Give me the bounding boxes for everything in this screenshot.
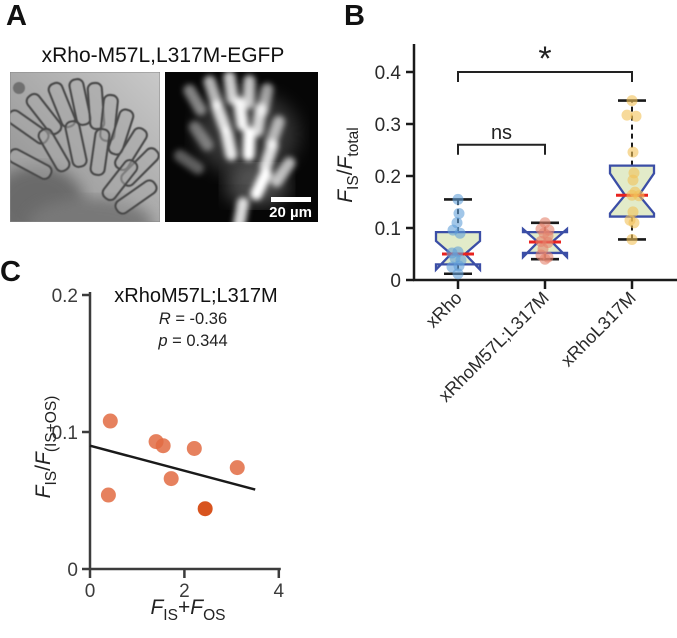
svg-text:0: 0 [67, 560, 78, 581]
svg-text:0.4: 0.4 [375, 63, 402, 84]
svg-text:0.2: 0.2 [375, 167, 401, 188]
scale-bar: 20 µm [269, 197, 312, 221]
panel-a-label: A [6, 0, 27, 32]
panel-a-title: xRho-M57L,L317M-EGFP [41, 44, 285, 67]
svg-text:FIS/F(IS+OS): FIS/F(IS+OS) [32, 396, 60, 499]
svg-text:0.1: 0.1 [52, 423, 78, 444]
rod-cells-brightfield [10, 78, 160, 215]
svg-text:0: 0 [390, 271, 401, 292]
scatter-title: xRhoM57L;L317M [114, 285, 277, 307]
svg-text:0.1: 0.1 [375, 219, 401, 240]
category-label: xRhoL317M [557, 288, 640, 371]
svg-text:R = -0.36: R = -0.36 [159, 310, 227, 328]
svg-text:0.2: 0.2 [52, 286, 78, 307]
panel-c-label: C [0, 256, 21, 288]
rod-cells-fluorescence [173, 72, 296, 222]
panel-b-label: B [344, 0, 365, 32]
brightfield-image [10, 72, 160, 222]
svg-text:FIS+FOS: FIS+FOS [150, 596, 225, 624]
svg-text:4: 4 [274, 581, 285, 602]
svg-text:0.3: 0.3 [375, 115, 401, 136]
fluorescence-image: 20 µm [165, 72, 318, 222]
svg-text:FIS/Ftotal: FIS/Ftotal [334, 127, 362, 203]
boxplot-chart: 00.10.20.30.4FIS/FtotalxRhoxRhoM57L;L317… [334, 40, 677, 406]
svg-text:2: 2 [179, 581, 190, 602]
svg-text:0: 0 [85, 581, 96, 602]
scale-bar-label: 20 µm [269, 204, 312, 221]
significance-label: ns [491, 122, 512, 144]
significance-label: * [538, 40, 551, 78]
svg-text:p = 0.344: p = 0.344 [157, 332, 227, 350]
category-label: xRho [422, 288, 466, 332]
scatter-chart: 0 0.1 0.2 0 2 4 xRhoM57L;L317M R = -0.36 p = 0.3… [32, 285, 285, 624]
